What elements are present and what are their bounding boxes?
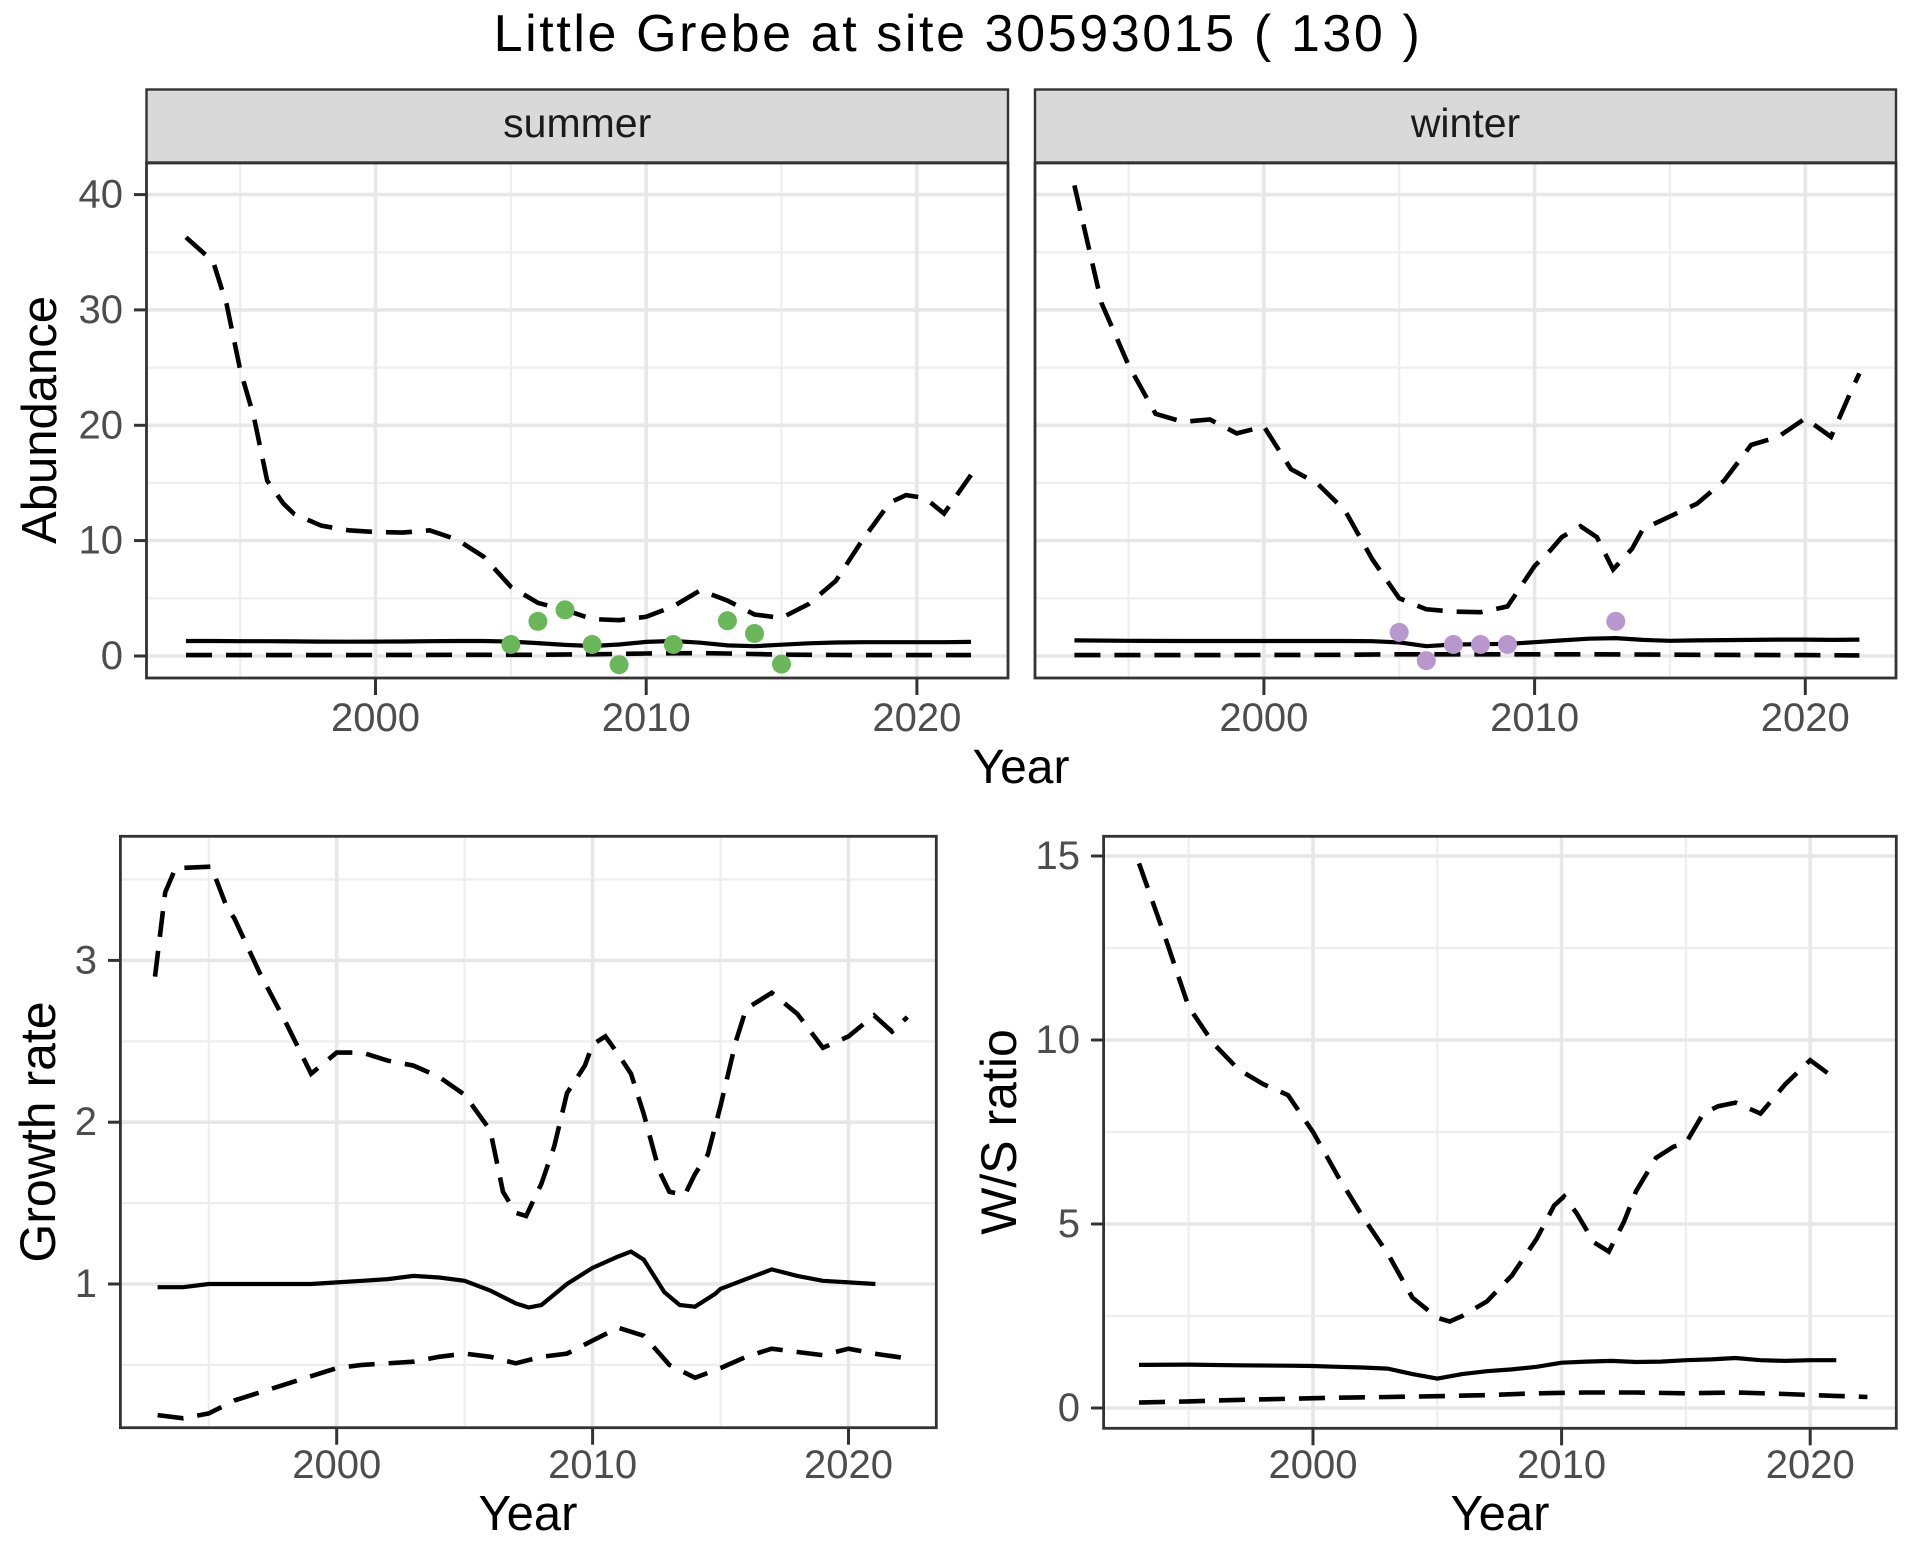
svg-text:2000: 2000 <box>1269 1443 1358 1487</box>
svg-text:20: 20 <box>79 403 124 447</box>
svg-text:Year: Year <box>1450 1487 1549 1541</box>
svg-text:30: 30 <box>79 288 124 332</box>
svg-text:Year: Year <box>973 741 1070 794</box>
svg-text:winter: winter <box>1410 100 1520 146</box>
svg-text:2000: 2000 <box>1219 696 1308 740</box>
svg-text:Abundance: Abundance <box>13 296 67 544</box>
svg-text:2010: 2010 <box>1490 696 1579 740</box>
svg-text:2020: 2020 <box>872 696 961 740</box>
svg-text:10: 10 <box>79 519 124 563</box>
svg-text:2020: 2020 <box>1761 696 1850 740</box>
svg-text:W/S ratio: W/S ratio <box>971 1029 1027 1235</box>
svg-text:Growth rate: Growth rate <box>10 1001 66 1262</box>
svg-text:2010: 2010 <box>1517 1443 1606 1487</box>
svg-text:15: 15 <box>1036 834 1081 878</box>
svg-text:Little Grebe at site 30593015: Little Grebe at site 30593015 ( 130 ) <box>494 5 1423 63</box>
svg-text:10: 10 <box>1036 1018 1081 1062</box>
svg-text:2000: 2000 <box>292 1443 381 1487</box>
svg-text:2020: 2020 <box>1766 1443 1855 1487</box>
svg-text:2000: 2000 <box>331 696 420 740</box>
svg-text:1: 1 <box>75 1262 97 1306</box>
svg-text:5: 5 <box>1058 1202 1080 1246</box>
svg-text:3: 3 <box>75 938 97 982</box>
svg-text:0: 0 <box>101 634 123 678</box>
svg-text:2010: 2010 <box>602 696 691 740</box>
svg-text:2020: 2020 <box>804 1443 893 1487</box>
svg-text:2010: 2010 <box>548 1443 637 1487</box>
svg-text:summer: summer <box>503 100 651 146</box>
svg-text:0: 0 <box>1058 1386 1080 1430</box>
svg-text:40: 40 <box>79 173 124 217</box>
svg-text:2: 2 <box>75 1100 97 1144</box>
svg-text:Year: Year <box>478 1487 577 1541</box>
